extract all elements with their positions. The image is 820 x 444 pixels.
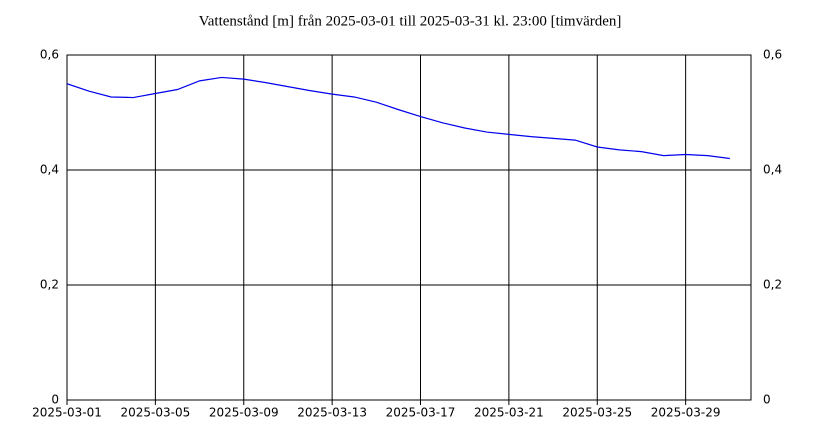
y-right-tick-label: 0,2 (763, 278, 782, 292)
x-tick-label: 2025-03-17 (386, 406, 456, 420)
y-right-tick-label: 0 (763, 393, 771, 407)
x-tick-label: 2025-03-13 (297, 406, 367, 420)
plot-frame (66, 54, 752, 401)
y-tick-label: 0,2 (40, 278, 59, 292)
x-tick-label: 2025-03-05 (121, 406, 191, 420)
x-tick-label: 2025-03-01 (32, 406, 102, 420)
chart-title: Vattenstånd [m] från 2025-03-01 till 202… (199, 13, 622, 29)
y-tick-label: 0,6 (40, 48, 59, 62)
x-tick-label: 2025-03-09 (209, 406, 279, 420)
y-right-tick-label: 0,6 (763, 48, 782, 62)
x-tick-label: 2025-03-21 (474, 406, 544, 420)
data-line (66, 76, 730, 160)
y-tick-label: 0,4 (40, 163, 59, 177)
x-tick-label: 2025-03-29 (651, 406, 721, 420)
y-right-tick-label: 0,4 (763, 163, 782, 177)
y-tick-label: 0 (51, 393, 59, 407)
x-tick-label: 2025-03-25 (562, 406, 632, 420)
